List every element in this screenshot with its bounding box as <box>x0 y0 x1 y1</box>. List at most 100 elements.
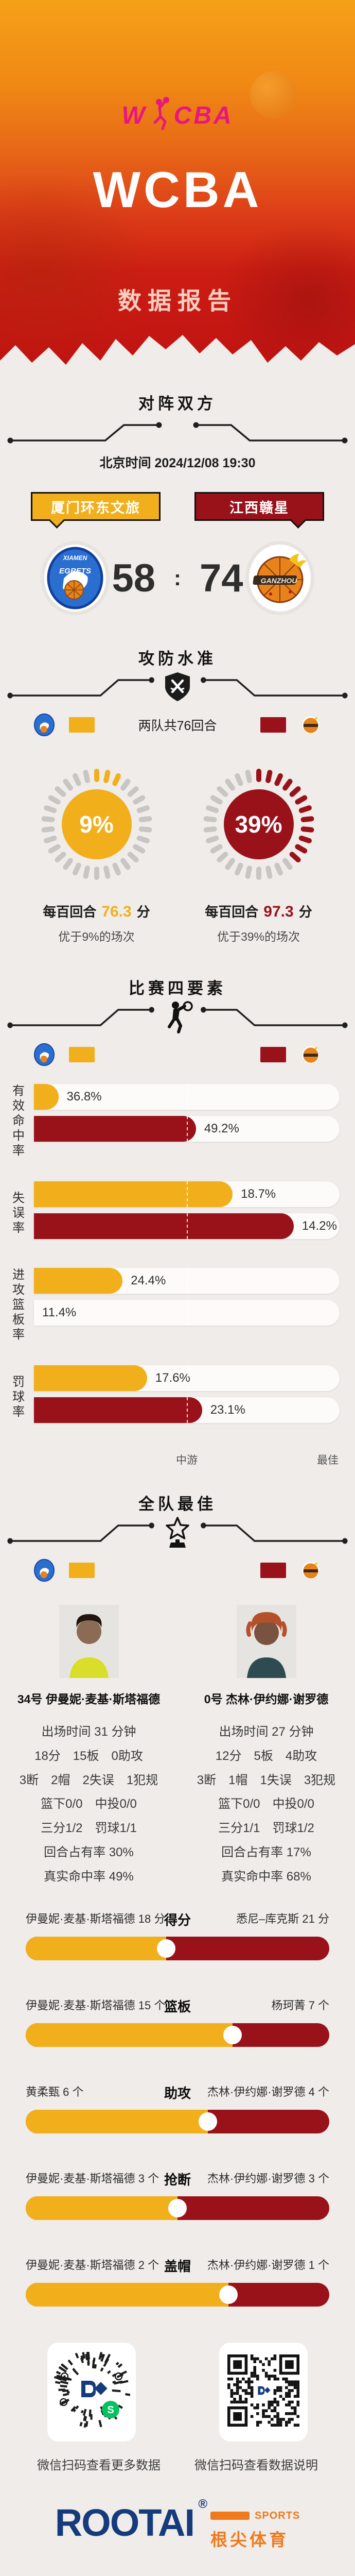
registered-mark: ® <box>198 2499 206 2511</box>
legend-row <box>0 1555 355 1585</box>
per100-suffix: 分 <box>299 902 312 921</box>
qr-left-caption: 微信扫码查看更多数据 <box>27 2455 171 2473</box>
duel-away-label: 杰林·伊约娜·谢罗德 4 个 <box>207 2083 329 2099</box>
duel-home-label: 伊曼妮·麦基·斯塔福德 18 分 <box>26 1910 165 1926</box>
footer: S 微信扫码查看更多数据 微信扫码查看数据说明 ROOTAI® SPORTS 根… <box>0 2343 355 2576</box>
duel-bar <box>26 1937 329 1960</box>
home-percentile-gauge: 9% <box>35 762 158 886</box>
divider-left <box>6 417 166 448</box>
away-score: 74 <box>200 556 243 601</box>
away-bar-fill <box>34 1397 202 1423</box>
duel-rebounds: 伊曼妮·麦基·斯塔福德 15 个 篮板 杨珂菁 7 个 <box>26 1996 329 2047</box>
divider-right <box>197 1002 349 1032</box>
duel-home-label: 伊曼妮·麦基·斯塔福德 3 个 <box>26 2170 159 2186</box>
match-time: 北京时间 2024/12/08 19:30 <box>0 453 355 471</box>
section-title-four-factors: 比赛四要素 <box>0 975 355 998</box>
stat-line: 3断 1帽 1失误 3犯规 <box>197 1769 335 1793</box>
duel-home-fill <box>26 2196 177 2220</box>
four-factor-bars: 有效命中率 36.8% 49.2% 失误率 <box>0 1084 355 1468</box>
home-bar-value: 36.8% <box>67 1090 102 1104</box>
duel-away-label: 悉尼–库克斯 21 分 <box>236 1910 329 1926</box>
home-score: 58 <box>112 556 155 601</box>
basketball-player-icon <box>158 1000 197 1034</box>
divider-left <box>6 1002 158 1032</box>
home-bar-value: 18.7% <box>241 1187 276 1201</box>
away-color-swatch <box>260 1563 286 1578</box>
factor-label: 罚球率 <box>0 1365 34 1429</box>
stat-line: 18分 15板 0助攻 <box>20 1744 158 1769</box>
legend-row: 两队共76回合 <box>0 710 355 740</box>
away-team-logo-mini <box>299 1558 322 1583</box>
square-qr-code <box>219 2343 308 2442</box>
home-team-name-box: 厦门环东文旅 <box>31 492 161 521</box>
hero-title: WCBA <box>0 161 355 219</box>
factor-label: 有效命中率 <box>0 1084 34 1159</box>
home-team-logo: XIAMEN EGRETS <box>44 545 106 612</box>
shield-swords-icon <box>158 671 197 703</box>
away-bar-value: 23.1% <box>210 1403 245 1417</box>
away-team-logo: GANZHOU <box>249 545 311 612</box>
duel-bar <box>26 2023 329 2047</box>
duel-split-dot <box>219 2285 238 2304</box>
factor-group-turnover: 失误率 18.7% 14.2% <box>0 1181 340 1245</box>
brand-sports-label: SPORTS <box>255 2510 300 2522</box>
duel-away-label: 杨珂菁 7 个 <box>272 1996 329 2013</box>
section-divider <box>0 1516 355 1549</box>
rootai-brand: ROOTAI® SPORTS 根尖体育 <box>0 2505 355 2551</box>
away-team-logo-mini <box>299 1042 322 1067</box>
rating-gauges: 9% 每百回合 76.3 分 优于9%的场次 39% 每百回合 97.3 分 <box>0 762 355 944</box>
home-bar-value: 17.6% <box>155 1371 190 1385</box>
divider-left <box>6 672 158 703</box>
away-bar-track: 49.2% <box>34 1116 340 1142</box>
duel-category: 得分 <box>164 1910 191 1929</box>
home-bar-fill <box>34 1365 147 1391</box>
home-color-swatch <box>69 1047 95 1062</box>
qr-captions: 微信扫码查看更多数据 微信扫码查看数据说明 <box>0 2455 355 2473</box>
away-bar-track: 23.1% <box>34 1397 340 1423</box>
section-matchup: 对阵双方 北京时间 2024 <box>0 367 355 612</box>
miniprogram-qr-code: S <box>47 2343 136 2442</box>
duel-split-dot <box>157 1939 175 1958</box>
duel-split-dot <box>168 2199 187 2217</box>
hero-banner: W CBA WCBA 数据报告 <box>0 0 355 367</box>
duel-away-label: 杰林·伊约娜·谢罗德 1 个 <box>207 2256 329 2273</box>
home-team-logo-mini <box>33 1558 56 1583</box>
duel-home-label: 伊曼妮·麦基·斯塔福德 2 个 <box>26 2256 159 2273</box>
away-bar-value: 11.4% <box>42 1306 76 1320</box>
home-legend <box>33 1558 95 1583</box>
stat-line: 出场时间 27 分钟 <box>197 1720 335 1744</box>
duel-category: 盖帽 <box>164 2256 191 2275</box>
final-score: 58 : 74 <box>112 556 243 601</box>
home-percentile-value: 9% <box>62 789 132 859</box>
duel-split-dot <box>223 2026 242 2044</box>
stat-line: 回合占有率 30% <box>20 1841 158 1865</box>
stat-line: 出场时间 31 分钟 <box>20 1720 158 1744</box>
legend-row <box>0 1040 355 1070</box>
star-trophy-icon <box>158 1516 197 1550</box>
stat-line: 三分1/2 罚球1/1 <box>20 1817 158 1841</box>
factor-group-efg: 有效命中率 36.8% 49.2% <box>0 1084 340 1159</box>
home-rank-note: 优于9%的场次 <box>58 927 134 944</box>
divider-right <box>197 1517 349 1548</box>
home-player-name: 34号 伊曼妮·麦基·斯塔福德 <box>17 1689 160 1707</box>
away-per100-line: 每百回合 97.3 分 <box>205 902 312 921</box>
percentile-axis: 中游 最佳 <box>34 1452 340 1468</box>
away-bar-track: 14.2% <box>34 1213 340 1239</box>
home-bar-fill <box>34 1084 59 1110</box>
section-divider <box>0 1001 355 1033</box>
stat-line: 3断 2帽 2失误 1犯规 <box>20 1769 158 1793</box>
per100-prefix: 每百回合 <box>43 902 96 921</box>
duel-assists: 黄柔甄 6 个 助攻 杰林·伊约娜·谢罗德 4 个 <box>26 2083 329 2133</box>
rounds-note: 两队共76回合 <box>0 716 355 734</box>
score-row: XIAMEN EGRETS 58 : 74 GANZHOU <box>0 545 355 612</box>
duel-bar <box>26 2196 329 2220</box>
qr-right-caption: 微信扫码查看数据说明 <box>184 2455 328 2473</box>
away-gauge-col: 39% 每百回合 97.3 分 优于39%的场次 <box>182 762 336 944</box>
factor-label: 进攻篮板率 <box>0 1268 34 1343</box>
wcba-league-logo: W CBA <box>0 97 355 134</box>
section-divider <box>0 671 355 704</box>
footer-tagline: 数据采集由根尖体育科技（北京）有限公司提供技术支持 <box>0 2573 355 2576</box>
divider-right <box>197 672 349 703</box>
away-bar-track: 11.4% <box>34 1300 340 1326</box>
home-player-col: 34号 伊曼妮·麦基·斯塔福德 出场时间 31 分钟 18分 15板 0助攻 3… <box>0 1605 177 1889</box>
